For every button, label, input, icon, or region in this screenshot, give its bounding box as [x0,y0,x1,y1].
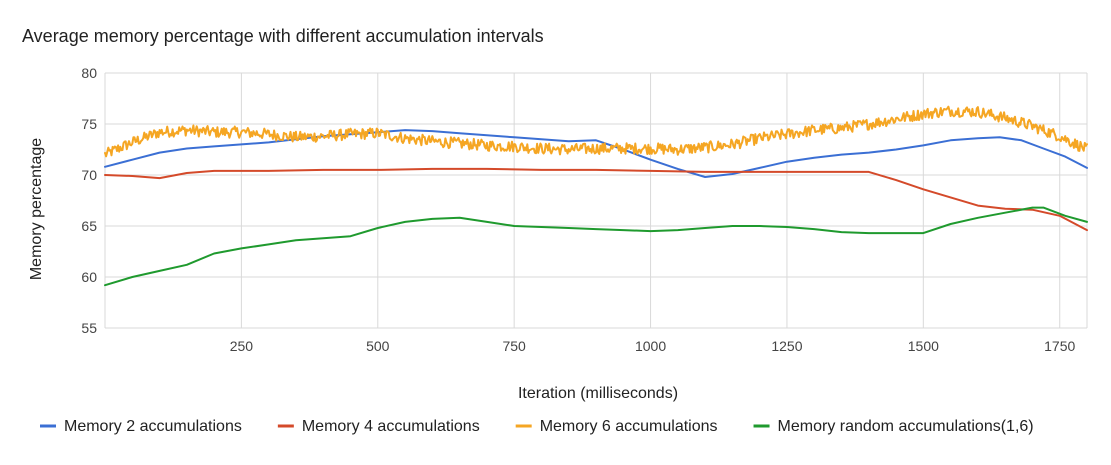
y-tick-label: 60 [81,269,97,285]
x-tick-label: 1000 [635,338,666,354]
x-axis-label: Iteration (milliseconds) [518,385,678,402]
y-tick-label: 75 [81,116,97,132]
y-tick-label: 70 [81,167,97,183]
y-tick-label: 80 [81,65,97,81]
series-line [104,105,1088,158]
x-tick-label: 1250 [771,338,802,354]
x-axis-ticks: 250 500 750 1000 1250 1500 1750 [230,338,1076,354]
y-axis-ticks: 55 60 65 70 75 80 [81,65,97,336]
series-line [104,129,1088,178]
legend-label: Memory 6 accumulations [540,418,718,435]
y-axis-label: Memory percentage [28,138,45,280]
legend-label: Memory 4 accumulations [302,418,480,435]
x-tick-label: 1750 [1044,338,1075,354]
legend: Memory 2 accumulations Memory 4 accumulat… [40,418,1034,435]
x-tick-label: 500 [366,338,390,354]
x-tick-label: 250 [230,338,254,354]
series-line [104,167,1088,232]
legend-label: Memory 2 accumulations [64,418,242,435]
x-tick-label: 1500 [908,338,939,354]
chart-title: Average memory percentage with different… [22,26,544,46]
series-lines [104,105,1088,287]
y-tick-label: 55 [81,320,97,336]
y-tick-label: 65 [81,218,97,234]
x-tick-label: 750 [502,338,526,354]
series-line [104,206,1088,287]
legend-label: Memory random accumulations(1,6) [778,418,1034,435]
